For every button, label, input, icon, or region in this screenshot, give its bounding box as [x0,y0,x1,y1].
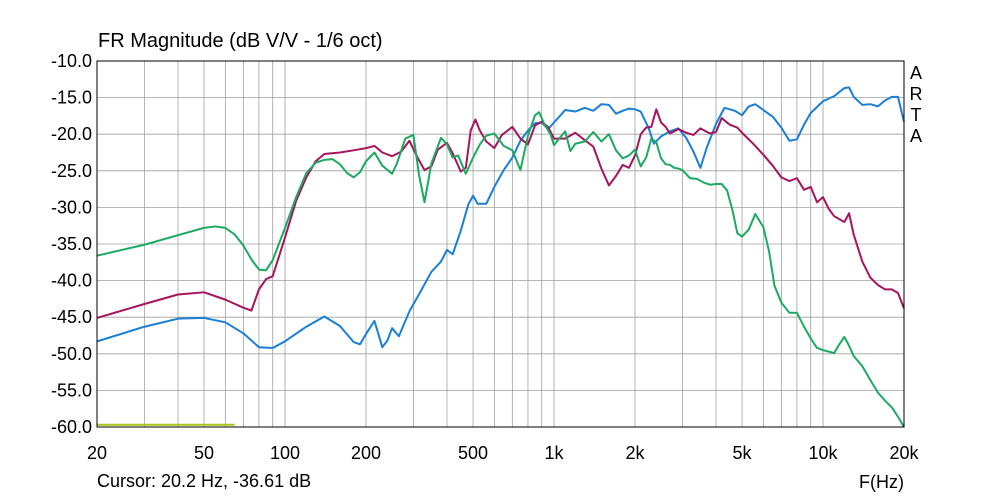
x-axis: 20 50 100 200 500 1k 2k 5k 10k 20k [87,443,920,463]
watermark-letter: A [910,126,922,146]
chart-title: FR Magnitude (dB V/V - 1/6 oct) [98,30,383,52]
x-tick-label: 20k [889,443,919,463]
cursor-readout: Cursor: 20.2 Hz, -36.61 dB [97,471,312,491]
watermark-letter: A [910,63,922,83]
x-tick-label: 100 [270,443,300,463]
x-tick-label: 50 [194,443,214,463]
x-tick-label: 200 [351,443,381,463]
x-tick-label: 2k [625,443,645,463]
y-tick-label: -30.0 [51,197,92,217]
watermark-letter: T [911,105,922,125]
y-tick-label: -50.0 [51,344,92,364]
watermark-letter: R [910,84,923,104]
plot-frame [96,60,905,428]
x-tick-label: 20 [87,443,107,463]
y-tick-label: -25.0 [51,161,92,181]
x-tick-label: 1k [545,443,565,463]
x-axis-label: F(Hz) [859,472,904,492]
y-tick-label: -15.0 [51,88,92,108]
y-tick-label: -60.0 [51,417,92,437]
y-tick-label: -45.0 [51,307,92,327]
y-tick-label: -35.0 [51,234,92,254]
series-layer [96,86,905,428]
y-tick-label: -55.0 [51,380,92,400]
y-tick-label: -10.0 [51,51,92,71]
series-line-1 [96,86,905,349]
series-line-3 [96,111,905,428]
y-axis: -10.0 -15.0 -20.0 -25.0 -30.0 -35.0 -40.0 -45.0… [51,51,92,437]
y-tick-label: -20.0 [51,124,92,144]
x-tick-label: 500 [458,443,488,463]
y-tick-label: -40.0 [51,271,92,291]
x-tick-label: 5k [733,443,753,463]
grid-layer [97,61,904,427]
x-tick-label: 10k [809,443,839,463]
